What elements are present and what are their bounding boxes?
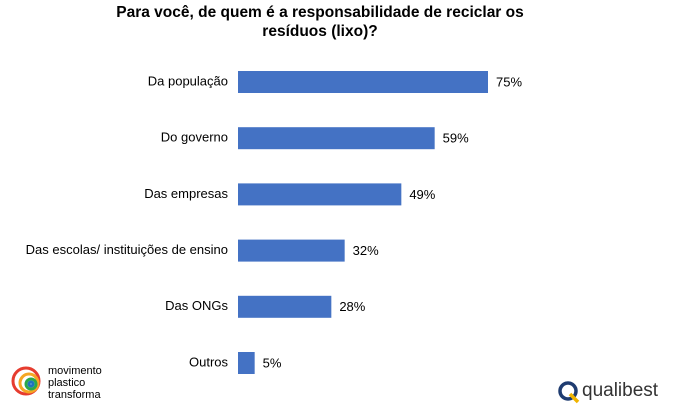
category-label: Das escolas/ instituições de ensino xyxy=(26,242,228,257)
value-label: 28% xyxy=(339,299,365,314)
bar xyxy=(238,127,435,150)
value-label: 49% xyxy=(409,187,435,202)
category-label: Do governo xyxy=(161,130,228,145)
left-logo-line: transforma xyxy=(48,389,101,401)
value-label: 75% xyxy=(496,74,522,89)
category-label: Das ONGs xyxy=(165,298,228,313)
category-label: Outros xyxy=(189,354,229,369)
bar xyxy=(238,239,345,262)
value-label: 59% xyxy=(443,131,469,146)
left-logo-line: plastico xyxy=(48,377,85,389)
category-label: Das empresas xyxy=(144,186,228,201)
right-logo-icon xyxy=(558,381,580,404)
bar xyxy=(238,71,488,93)
bar xyxy=(238,295,332,318)
chart-title: Para você, de quem é a responsabilidade … xyxy=(116,4,524,40)
right-logo-text: qualibest xyxy=(582,380,659,401)
left-logo-line: movimento xyxy=(48,365,102,377)
value-label: 5% xyxy=(263,355,282,370)
bar xyxy=(238,352,255,374)
category-label: Da população xyxy=(148,73,228,88)
left-logo-icon xyxy=(11,366,41,396)
bar xyxy=(238,183,402,206)
value-label: 32% xyxy=(353,243,379,258)
